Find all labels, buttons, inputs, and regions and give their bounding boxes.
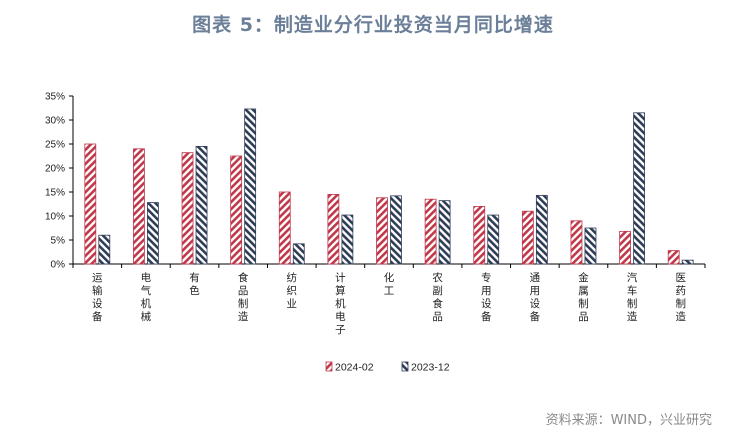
bar-series2-9 <box>535 194 548 265</box>
bar-series1-12 <box>667 250 680 265</box>
bar-series1-9 <box>521 210 534 265</box>
y-tick-label: 20% <box>45 164 65 175</box>
x-tick-label: 化工 <box>384 271 395 297</box>
bar-series1-3 <box>230 155 243 265</box>
chart-title: 图表 5：制造业分行业投资当月同比增速 <box>192 14 554 36</box>
x-tick-label: 有色 <box>189 271 200 297</box>
bar-series1-7 <box>424 198 437 265</box>
source-note: 资料来源：WIND，兴业研究 <box>545 413 712 428</box>
bar-series2-8 <box>487 214 500 265</box>
y-axis: 0% 5% 10% 15% 20% 25% 30% 35% <box>45 92 74 271</box>
bar-series2-6 <box>390 195 402 265</box>
y-tick-label: 0% <box>51 260 66 271</box>
bar-series1-8 <box>473 205 486 265</box>
bar-series2-10 <box>584 227 597 265</box>
x-tick-label: 通用设备 <box>530 272 541 323</box>
bar-series1-5 <box>327 193 340 265</box>
y-tick-label: 5% <box>51 236 66 247</box>
bars <box>84 108 694 265</box>
bar-series2-5 <box>341 214 354 265</box>
bar-series2-1 <box>147 202 159 265</box>
x-tick-label: 电气机械 <box>141 271 152 323</box>
bar-series1-11 <box>619 230 631 265</box>
bar-series2-0 <box>98 234 111 265</box>
bar-series1-4 <box>278 191 291 265</box>
legend-label: 2023-12 <box>411 362 450 374</box>
bar-series1-10 <box>570 220 583 265</box>
x-tick-label: 农副食品 <box>432 271 443 323</box>
y-tick-label: 25% <box>45 140 65 151</box>
bar-series2-4 <box>292 243 305 265</box>
x-tick-label: 纺织业 <box>287 271 298 310</box>
bar-series2-11 <box>633 112 645 265</box>
y-tick-label: 10% <box>45 212 65 223</box>
x-tick-label: 金属制品 <box>578 271 589 323</box>
bar-series1-1 <box>133 148 145 265</box>
legend-swatch <box>325 361 333 372</box>
bar-series1-2 <box>181 152 194 265</box>
bar-series2-3 <box>244 108 257 265</box>
x-tick-label: 专用设备 <box>481 271 492 323</box>
bar-chart: 0% 5% 10% 15% 20% 25% 30% 35% 运输设备 电气机械 有色 食品制造 纺织业… <box>45 92 706 374</box>
bar-series2-12 <box>681 259 694 265</box>
x-tick-label: 医药制造 <box>675 272 686 323</box>
x-tick-label: 汽车制造 <box>627 271 638 323</box>
legend: 2024-02 2023-12 <box>325 361 450 374</box>
y-tick-label: 15% <box>45 188 65 199</box>
x-tick-label: 食品制造 <box>238 271 249 323</box>
x-tick-label: 运输设备 <box>92 272 103 323</box>
y-tick-label: 35% <box>45 92 65 103</box>
y-tick-label: 30% <box>45 116 65 127</box>
legend-label: 2024-02 <box>335 362 374 374</box>
x-tick-label: 计算机电子 <box>335 271 346 336</box>
x-axis: 运输设备 电气机械 有色 食品制造 纺织业 计算机电子 化工 农副食品 专用设备 通用设备 金属制品… <box>72 263 706 336</box>
bar-series1-6 <box>376 197 388 265</box>
bar-series2-7 <box>438 200 451 265</box>
legend-swatch <box>401 361 409 372</box>
bar-series1-0 <box>84 143 97 265</box>
bar-series2-2 <box>195 145 208 265</box>
